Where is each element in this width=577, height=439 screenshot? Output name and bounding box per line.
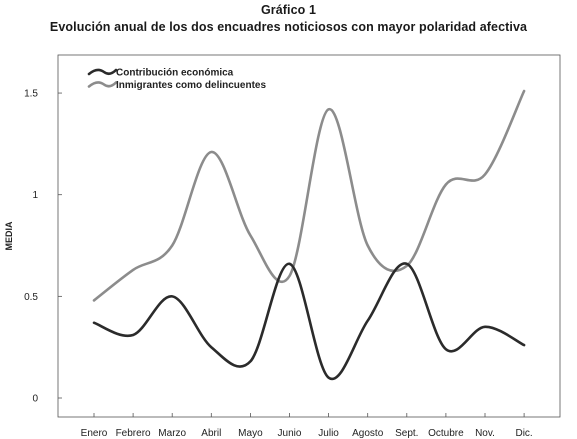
x-tick-label: Agosto (352, 428, 384, 439)
plot-frame (57, 54, 561, 418)
series-line-contribucion-economica (92, 262, 526, 381)
x-tick-label: Dic. (515, 428, 532, 439)
x-tick-label: Enero (81, 428, 108, 439)
figure-caption: Evolución anual de los dos encuadres not… (49, 20, 528, 34)
x-tick-label: Junio (278, 428, 302, 439)
y-axis-label: MEDIA (4, 221, 14, 251)
x-tick-label: Abril (201, 428, 221, 439)
y-tick-label: 1.5 (24, 89, 38, 100)
figure-label: Gráfico 1 (260, 3, 317, 17)
x-tick-label: Julio (318, 428, 339, 439)
y-tick-label: 0 (32, 394, 38, 405)
series-line-inmigrantes-delincuentes (92, 89, 526, 302)
x-tick-label: Octubre (428, 428, 464, 439)
legend-label: Inmigrantes como delincuentes (116, 80, 266, 91)
x-tick-label: Nov. (475, 428, 495, 439)
legend-label: Contribución económica (116, 68, 234, 79)
x-tick-label: Marzo (158, 428, 186, 439)
y-tick-label: 0.5 (24, 292, 38, 303)
figure-title-block: Gráfico 1 Evolución anual de los dos enc… (0, 2, 577, 36)
x-tick-label: Febrero (116, 428, 151, 439)
legend-swatch (87, 81, 118, 88)
y-tick-label: 1 (32, 190, 38, 201)
legend-swatch (87, 68, 118, 76)
x-tick-label: Mayo (238, 428, 263, 439)
x-tick-label: Sept. (395, 428, 418, 439)
